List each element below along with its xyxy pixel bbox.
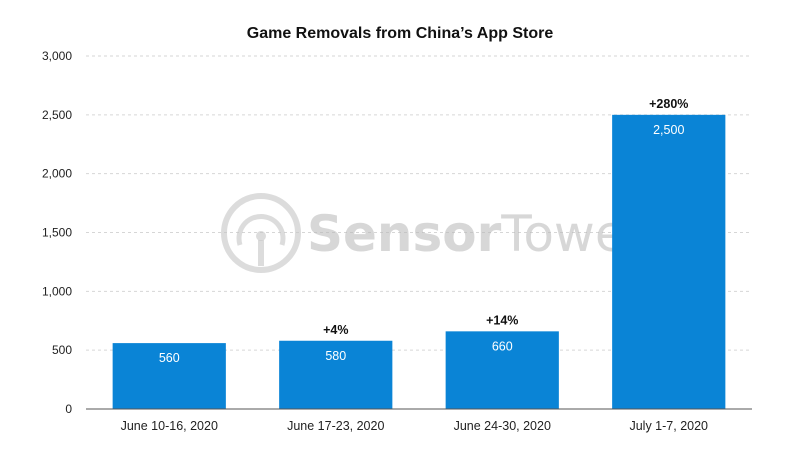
bar-value-label: 2,500 [653,123,684,137]
chart-title: Game Removals from China’s App Store [247,25,554,42]
bars: 560 580 +4% 660 +14% 2,500 +280% [112,97,726,409]
watermark-text: SensorTower [307,205,647,263]
y-tick-label: 2,500 [42,108,72,122]
y-tick-label: 3,000 [42,49,72,63]
x-axis-category-labels: June 10-16, 2020 June 17-23, 2020 June 24-… [121,419,708,433]
bar-change-label: +4% [323,323,348,337]
bar-value-label: 580 [325,349,346,363]
y-tick-label: 1,000 [42,284,72,298]
x-category-label: June 10-16, 2020 [121,419,218,433]
y-tick-label: 0 [65,402,72,416]
bar [279,340,393,409]
bar-change-label: +14% [486,313,518,327]
bar-value-label: 560 [159,351,180,365]
x-category-label: June 17-23, 2020 [287,419,384,433]
y-tick-label: 1,500 [42,226,72,240]
sensor-tower-watermark: SensorTower [221,193,647,273]
y-tick-label: 500 [52,343,72,357]
bar [112,343,226,409]
y-tick-label: 2,000 [42,167,72,181]
sensor-tower-logo-icon [221,193,301,273]
x-category-label: June 24-30, 2020 [454,419,551,433]
watermark-text-sensor: Sensor [307,205,502,263]
bar-value-label: 660 [492,339,513,353]
bar [612,114,726,409]
bar [445,331,559,409]
y-axis-tick-labels: 0 500 1,000 1,500 2,000 2,500 3,000 [42,49,72,416]
bar-change-label: +280% [649,97,688,111]
x-category-label: July 1-7, 2020 [629,419,708,433]
